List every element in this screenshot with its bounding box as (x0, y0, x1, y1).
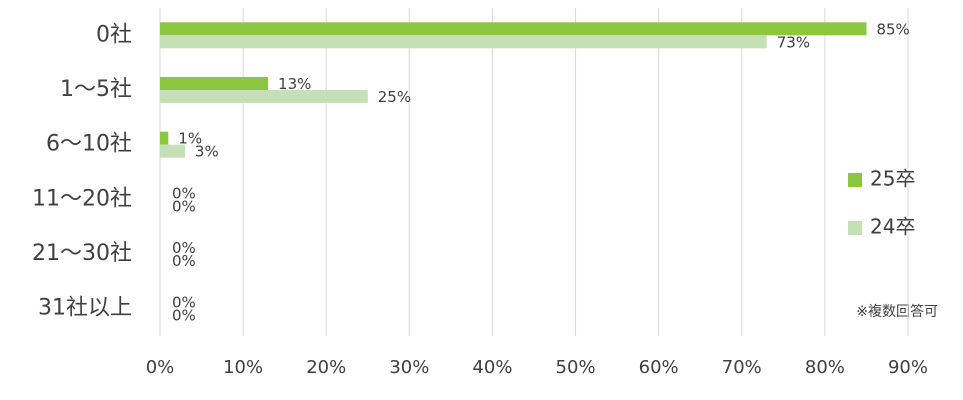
x-tick-label: 30% (389, 357, 429, 378)
value-label: 0% (172, 239, 196, 257)
value-label: 0% (172, 197, 196, 215)
y-tick-label: 21～30社 (32, 241, 132, 266)
y-tick-label: 1～5社 (60, 77, 132, 102)
x-tick-label: 40% (472, 357, 512, 378)
value-label: 13% (278, 75, 311, 93)
x-tick-label: 60% (639, 357, 679, 378)
value-label: 0% (172, 252, 196, 270)
legend-label: 24卒 (870, 215, 915, 239)
value-label: 25% (378, 88, 411, 106)
value-label: 1% (178, 130, 202, 148)
legend-swatch (848, 221, 862, 235)
value-label: 73% (777, 33, 810, 51)
value-label: 0% (172, 184, 196, 202)
value-label: 3% (195, 143, 219, 161)
y-tick-label: 31社以上 (38, 296, 132, 321)
x-tick-label: 80% (805, 357, 845, 378)
bar (160, 22, 867, 36)
y-tick-label: 11～20社 (32, 186, 132, 211)
y-tick-label: 6～10社 (46, 132, 132, 157)
x-tick-label: 0% (146, 357, 175, 378)
annotation: ※複数回答可 (856, 303, 938, 320)
bar (160, 35, 767, 49)
value-label: 85% (876, 20, 909, 38)
bar (160, 144, 185, 158)
bar (160, 77, 269, 90)
legend-swatch (848, 173, 862, 187)
x-tick-label: 20% (306, 357, 346, 378)
x-tick-label: 70% (722, 357, 762, 378)
y-tick-label: 0社 (96, 22, 132, 47)
x-tick-label: 90% (888, 357, 928, 378)
legend-label: 25卒 (870, 167, 915, 191)
x-tick-label: 50% (556, 357, 596, 378)
x-tick-label: 10% (223, 357, 263, 378)
bar (160, 131, 169, 145)
value-label: 0% (172, 294, 196, 312)
value-label: 0% (172, 307, 196, 325)
bar (160, 90, 368, 103)
